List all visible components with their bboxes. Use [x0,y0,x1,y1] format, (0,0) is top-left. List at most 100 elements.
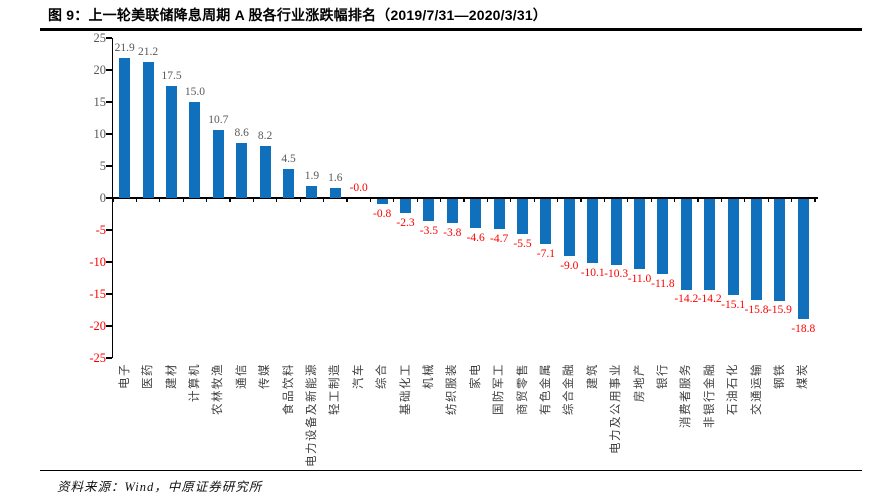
bar [610,198,622,265]
category-label: 通信 [235,363,248,389]
bar [493,198,505,229]
bar-value-label: 21.2 [138,46,159,59]
bar [587,198,599,264]
x-tick-mark [416,198,418,202]
bar-value-label: -18.8 [791,322,816,335]
bar [727,198,739,296]
bar [563,198,575,257]
y-tick-label: -15 [89,287,106,301]
y-tick-label: 0 [99,191,106,205]
x-tick-mark [814,198,816,202]
category-label: 建材 [165,363,178,389]
bar [517,198,528,234]
bar [259,145,271,198]
bar [634,198,645,270]
y-tick-label: 10 [93,127,107,141]
x-tick-mark [393,198,395,202]
x-tick-mark [440,198,442,202]
bar-value-label: -15.9 [767,304,792,317]
bar-value-label: 8.2 [257,129,273,142]
x-tick-mark [323,198,325,202]
y-tick-label: 5 [99,159,106,173]
bar [142,62,154,198]
source-note: 资料来源：Wind，中原证券研究所 [57,480,263,494]
bar-value-label: 17.5 [161,70,182,82]
bar [329,187,341,198]
bar-value-label: 1.9 [304,169,320,182]
bar-value-label: -2.3 [396,217,415,230]
bar-value-label: -15.1 [721,299,746,312]
bar-value-label: -14.2 [674,293,699,306]
category-label: 电力及公用事业 [610,363,623,454]
bar-value-label: 8.6 [234,126,249,139]
category-label: 有色金属 [539,363,552,415]
x-tick-mark [580,198,582,202]
bar-value-label: -11.0 [627,272,652,285]
bar [540,198,552,245]
y-tick-mark [106,357,112,359]
category-label: 汽车 [352,363,365,389]
category-label: 机械 [422,363,435,389]
y-tick-label: -5 [95,223,106,237]
x-tick-mark [486,198,488,202]
bar-value-label: -5.5 [513,237,532,250]
bar-value-label: -7.1 [536,247,555,260]
category-label: 非银行金融 [703,363,716,428]
bar-value-label: -14.2 [697,293,722,306]
bar-value-label: 1.6 [328,171,343,184]
y-tick-mark [106,325,112,327]
y-tick-mark [106,229,112,231]
x-tick-mark [276,198,278,202]
x-tick-mark [767,198,769,202]
y-tick-label: -10 [89,255,106,269]
y-tick-label: -20 [89,319,106,333]
x-tick-mark [299,198,301,202]
x-tick-mark [135,198,137,202]
bar [189,102,201,198]
category-label: 商贸零售 [516,363,529,415]
x-tick-mark [463,198,465,202]
category-label: 电子 [118,363,131,389]
bar-value-label: 15.0 [184,86,205,98]
category-label: 医药 [142,363,155,389]
category-label: 消费者服务 [680,363,693,428]
category-label: 食品饮料 [282,363,295,415]
bar-value-label: -9.0 [560,260,579,273]
bar [680,198,692,290]
bar [166,86,177,198]
x-tick-mark [697,198,699,202]
bar [797,198,809,320]
bar-value-label: -3.8 [443,226,462,239]
y-tick-label: -25 [89,351,106,365]
bar-value-label: -10.1 [580,267,605,280]
y-tick-mark [106,261,112,263]
x-tick-mark [650,198,652,202]
category-label: 轻工制造 [329,363,342,415]
x-tick-mark [533,198,535,202]
bar-value-label: -3.5 [419,224,438,237]
y-tick-mark [106,133,112,135]
category-label: 交通运输 [750,363,763,415]
x-tick-mark [720,198,722,202]
x-tick-mark [159,198,161,202]
category-label: 国防军工 [493,363,506,415]
y-tick-label: 15 [93,95,107,109]
category-label: 计算机 [188,363,201,402]
bar [212,129,224,198]
x-tick-mark [744,198,746,202]
category-label: 石油石化 [727,363,740,415]
bar [306,185,318,198]
bar-chart: 25 20 15 10 5 0 -5 -10 -15 -20 -25 21.9 21.2 17.5 15.… [0,31,877,469]
bar [400,198,411,214]
bar [470,198,482,229]
category-label: 农林牧渔 [212,363,225,415]
x-tick-mark [369,198,371,202]
y-tick-mark [106,69,112,71]
category-label: 纺织服装 [446,363,459,415]
bar [423,198,435,222]
source-rule [40,469,862,472]
x-tick-mark [182,198,184,202]
y-tick-mark [106,197,112,199]
bar [236,142,248,198]
category-label: 建筑 [586,363,599,389]
